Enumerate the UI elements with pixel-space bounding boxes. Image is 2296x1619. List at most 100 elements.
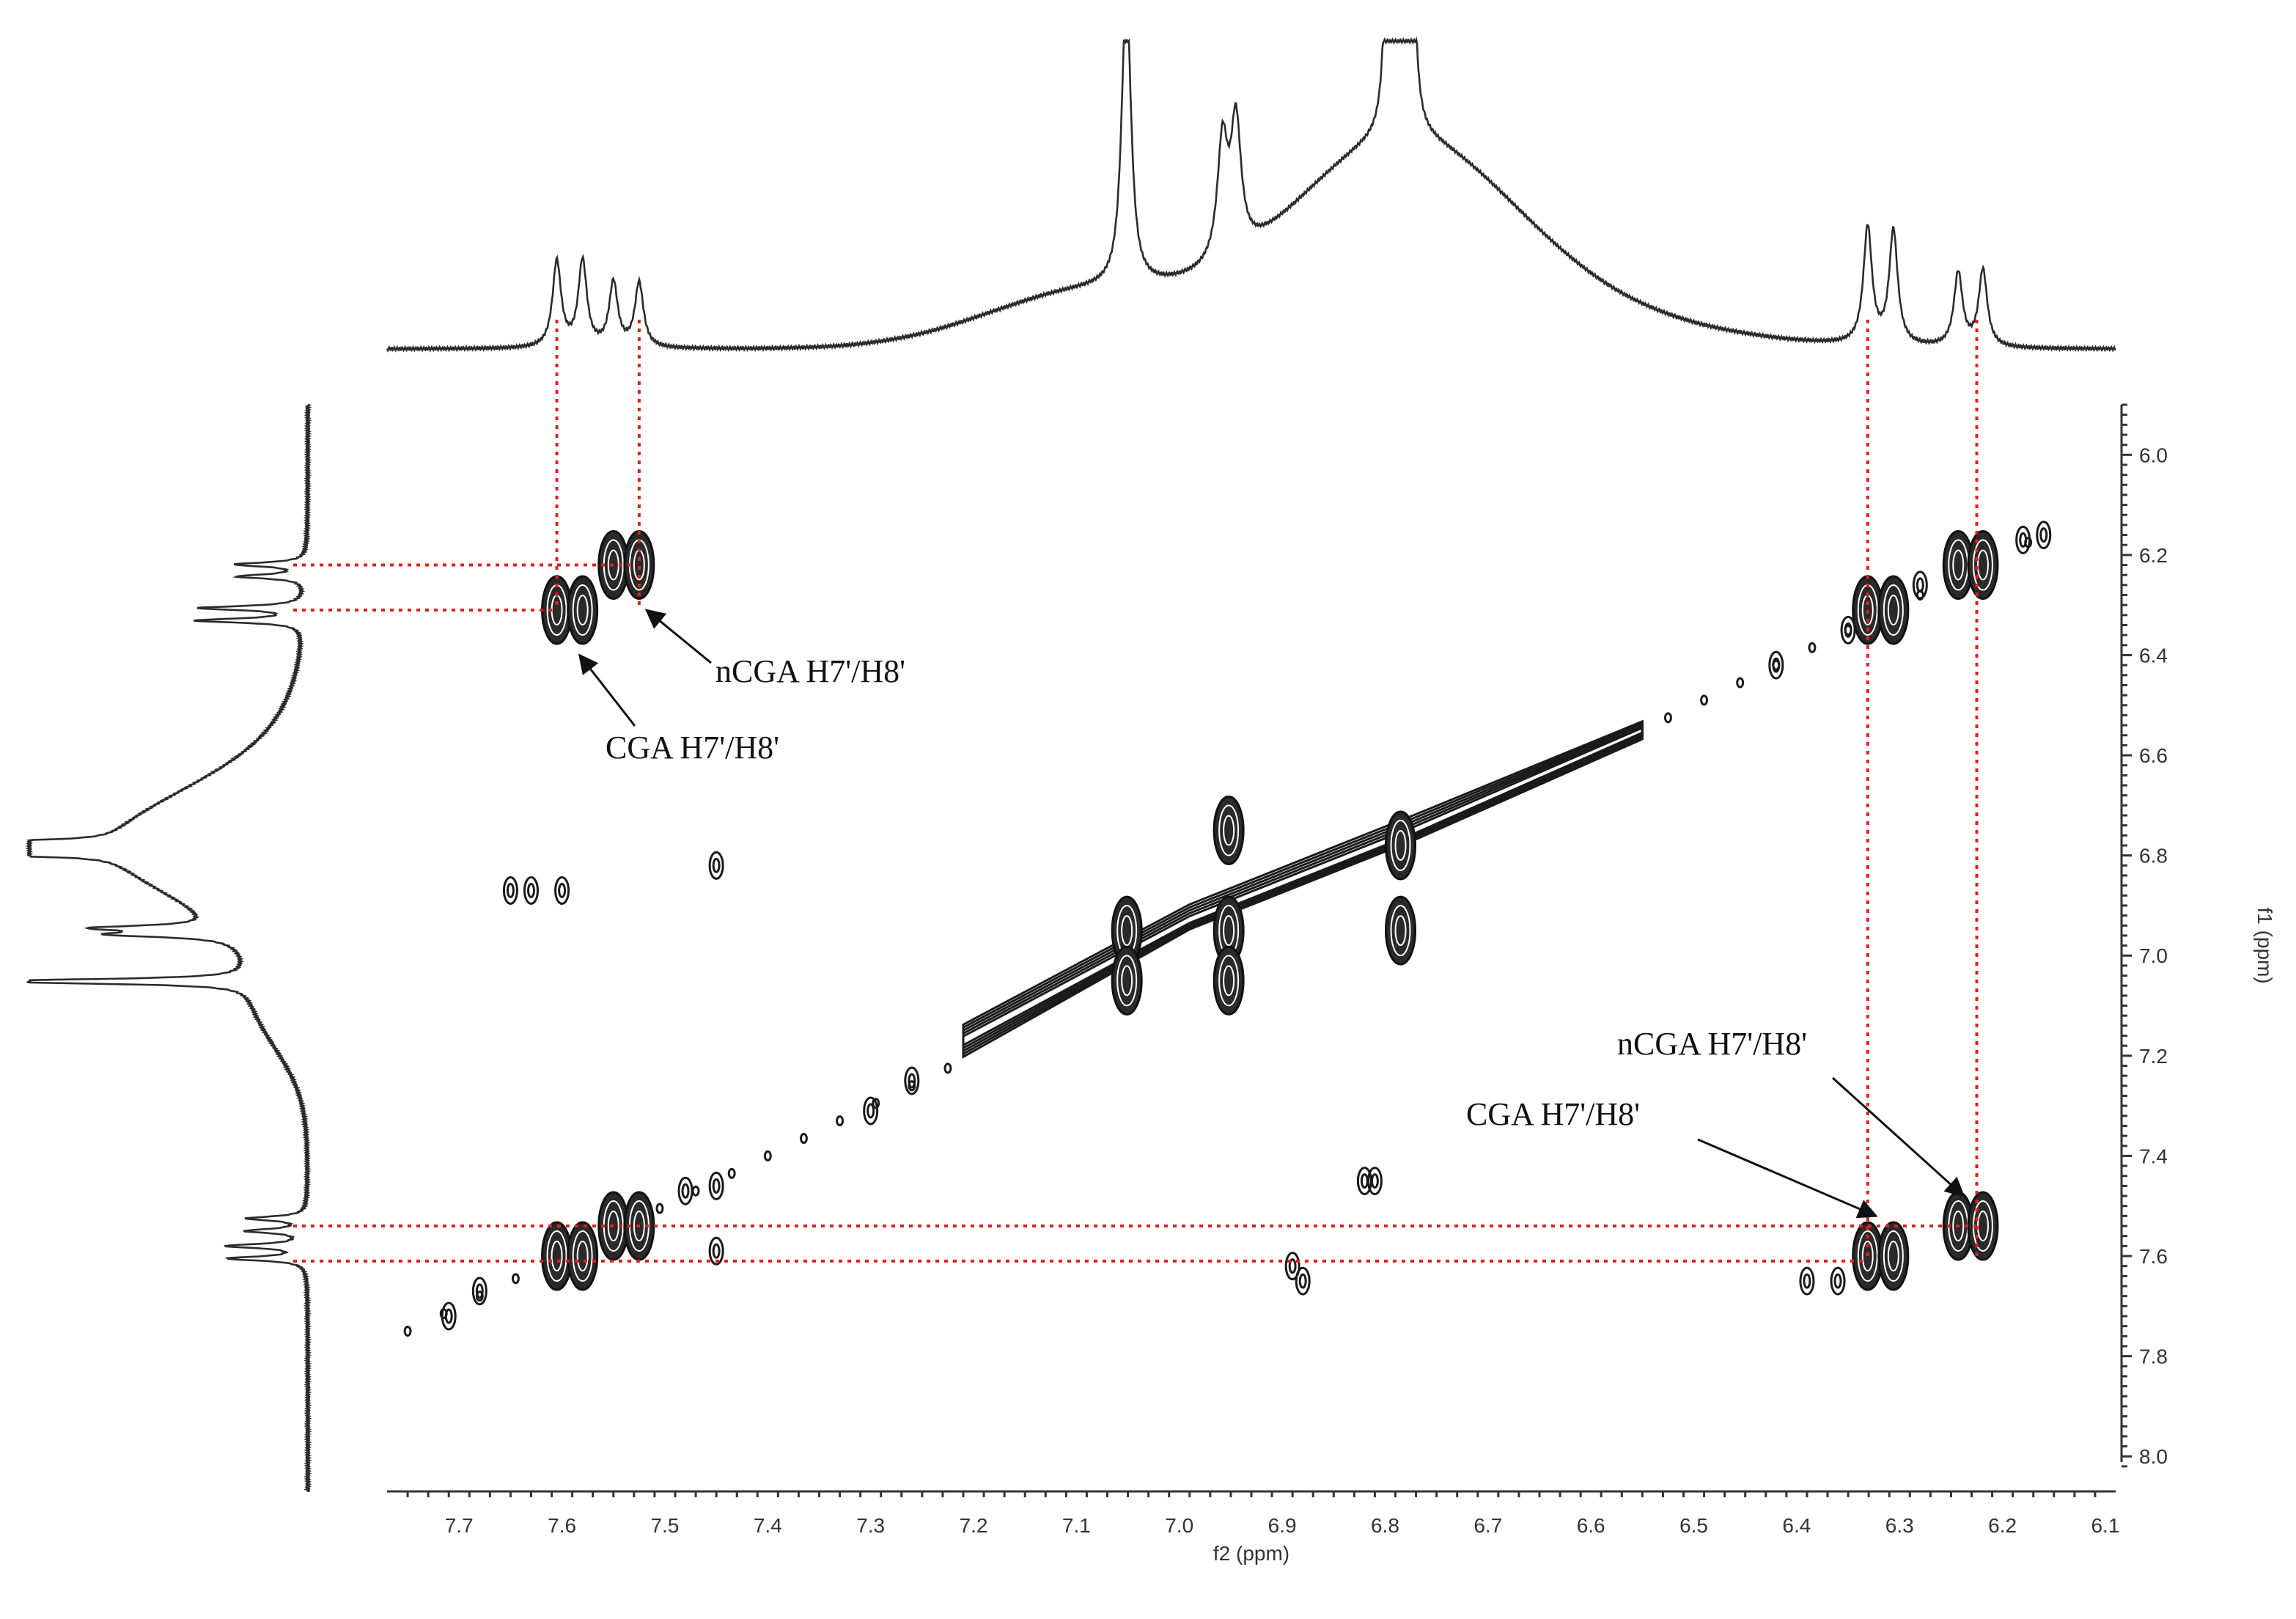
minor-peak: [1768, 650, 1784, 680]
cross-peak: [1877, 1221, 1910, 1291]
cross-peak: [1852, 1221, 1884, 1291]
f2-tick-label: 7.6: [548, 1514, 576, 1537]
f1-axis: 6.0 6.2 6.4 6.6 6.8 7.0 7.2 7.4 7.6 7.8 8.0: [2120, 403, 2168, 1468]
f2-tick-label: 7.7: [445, 1514, 474, 1537]
diagonal-point: [511, 1273, 520, 1285]
diagonal-point: [655, 1203, 664, 1214]
minor-peak-inner: [712, 1178, 721, 1194]
cross-peak-ring: [1223, 965, 1235, 996]
cross-peak-ring: [1116, 955, 1138, 1007]
f1-tick-label: 7.0: [2139, 944, 2168, 967]
minor-peak-inner: [712, 857, 721, 873]
cross-peak-ring: [1223, 915, 1235, 947]
minor-peak-inner: [908, 1073, 916, 1089]
cross-peak-ring: [1861, 1241, 1874, 1272]
cross-peak-ring: [1976, 549, 1989, 581]
minor-peak: [708, 1236, 724, 1266]
minor-peak: [1295, 1266, 1311, 1296]
left-1d-projection: [25, 403, 312, 1493]
cross-peak-ring: [1394, 829, 1407, 861]
minor-peak: [1284, 1252, 1300, 1281]
cross-peak: [567, 1221, 599, 1291]
cross-peak-ring: [607, 549, 619, 581]
minor-peak: [677, 1176, 693, 1205]
cross-peak-ring: [546, 1230, 567, 1282]
annotations: nCGA H7'/H8' CGA H7'/H8' nCGA H7'/H8' CG…: [578, 609, 1965, 1219]
f2-tick-label: 6.5: [1679, 1514, 1708, 1537]
f2-tick-label: 6.1: [2091, 1514, 2119, 1537]
cross-peak-ring: [1390, 905, 1411, 957]
cross-peak-ring: [1972, 1200, 1993, 1252]
annotation-label: CGA H7'/H8': [606, 730, 779, 766]
diagonal-point: [836, 1115, 845, 1127]
minor-peak-inner: [527, 882, 535, 898]
cross-peak: [541, 1221, 573, 1291]
minor-peak: [1799, 1266, 1815, 1296]
minor-peak: [441, 1302, 457, 1331]
minor-peak-inner: [1298, 1273, 1307, 1289]
diagonal-point: [403, 1325, 412, 1337]
cross-peak-ring: [1218, 804, 1240, 856]
f1-tick-label: 6.6: [2139, 744, 2168, 767]
f1-tick-label: 6.2: [2139, 544, 2168, 567]
minor-peak: [863, 1096, 879, 1126]
minor-peak: [554, 875, 570, 905]
f2-tick-label: 7.5: [650, 1514, 679, 1537]
f2-tick-label: 6.8: [1371, 1514, 1399, 1537]
f1-tick-label: 7.2: [2139, 1045, 2168, 1068]
cross-peak: [1385, 810, 1417, 881]
cross-peak-ring: [1952, 549, 1965, 581]
diagonal-point: [691, 1185, 700, 1197]
minor-peak: [1912, 570, 1928, 600]
diagonal-point: [727, 1167, 736, 1179]
minor-peak-inner: [2019, 532, 2028, 548]
annotation-arrow: [1697, 1138, 1878, 1219]
cross-peak-ring: [1952, 1211, 1965, 1242]
f2-tick-label: 6.2: [1988, 1514, 2017, 1537]
f2-tick-label: 7.0: [1165, 1514, 1193, 1537]
minor-peak: [708, 1171, 724, 1200]
f2-tick-label: 6.7: [1473, 1514, 1502, 1537]
f2-tick-label: 6.3: [1885, 1514, 1914, 1537]
cross-peak-ring: [1857, 1230, 1878, 1282]
f1-tick-label: 7.8: [2139, 1346, 2168, 1368]
cross-peak-ring: [1887, 1241, 1899, 1272]
annotation-arrow: [1831, 1076, 1965, 1197]
minor-peak-inner: [475, 1283, 484, 1299]
f1-tick-label: 7.4: [2139, 1145, 2168, 1167]
cross-peak: [1385, 895, 1417, 966]
cross-peak-ring: [1883, 584, 1904, 636]
minor-peak: [904, 1066, 920, 1095]
cross-peak-ring: [1121, 915, 1133, 947]
guide-lines: [293, 320, 1979, 1263]
minor-peak-inner: [866, 1103, 875, 1119]
minor-peak-inner: [1833, 1273, 1842, 1289]
f2-tick-label: 6.6: [1577, 1514, 1605, 1537]
diagonal-point: [943, 1062, 952, 1074]
cross-peak-ring: [572, 1230, 593, 1282]
cross-peak: [1213, 796, 1245, 866]
minor-peak: [1830, 1266, 1846, 1296]
minor-peak-inner: [1288, 1258, 1297, 1274]
diagonal-point: [872, 1098, 880, 1109]
f1-tick-label: 8.0: [2139, 1445, 2168, 1468]
diagonal-point: [1736, 677, 1745, 689]
cross-peak-ring: [1390, 819, 1411, 871]
diagonal-point: [1808, 642, 1817, 653]
diagonal-ridge-contour: [962, 726, 1644, 1047]
f1-tick-label: 7.6: [2139, 1245, 2168, 1268]
minor-peak: [502, 875, 518, 905]
minor-peak: [708, 851, 724, 880]
diagonal-ridge-contour: [962, 724, 1644, 1050]
f1-tick-label: 6.0: [2139, 444, 2168, 466]
cross-peak-ring: [572, 584, 593, 636]
f2-tick-label: 6.4: [1782, 1514, 1811, 1537]
cross-peak-ring: [576, 595, 589, 626]
cross-peak-ring: [1887, 595, 1899, 626]
minor-peak-inner: [1370, 1173, 1379, 1189]
f2-tick-label: 7.4: [754, 1514, 782, 1537]
cross-peak-ring: [1121, 965, 1133, 996]
cross-peak: [1111, 945, 1143, 1016]
minor-peak: [471, 1277, 487, 1306]
annotation-label: nCGA H7'/H8': [715, 653, 905, 689]
